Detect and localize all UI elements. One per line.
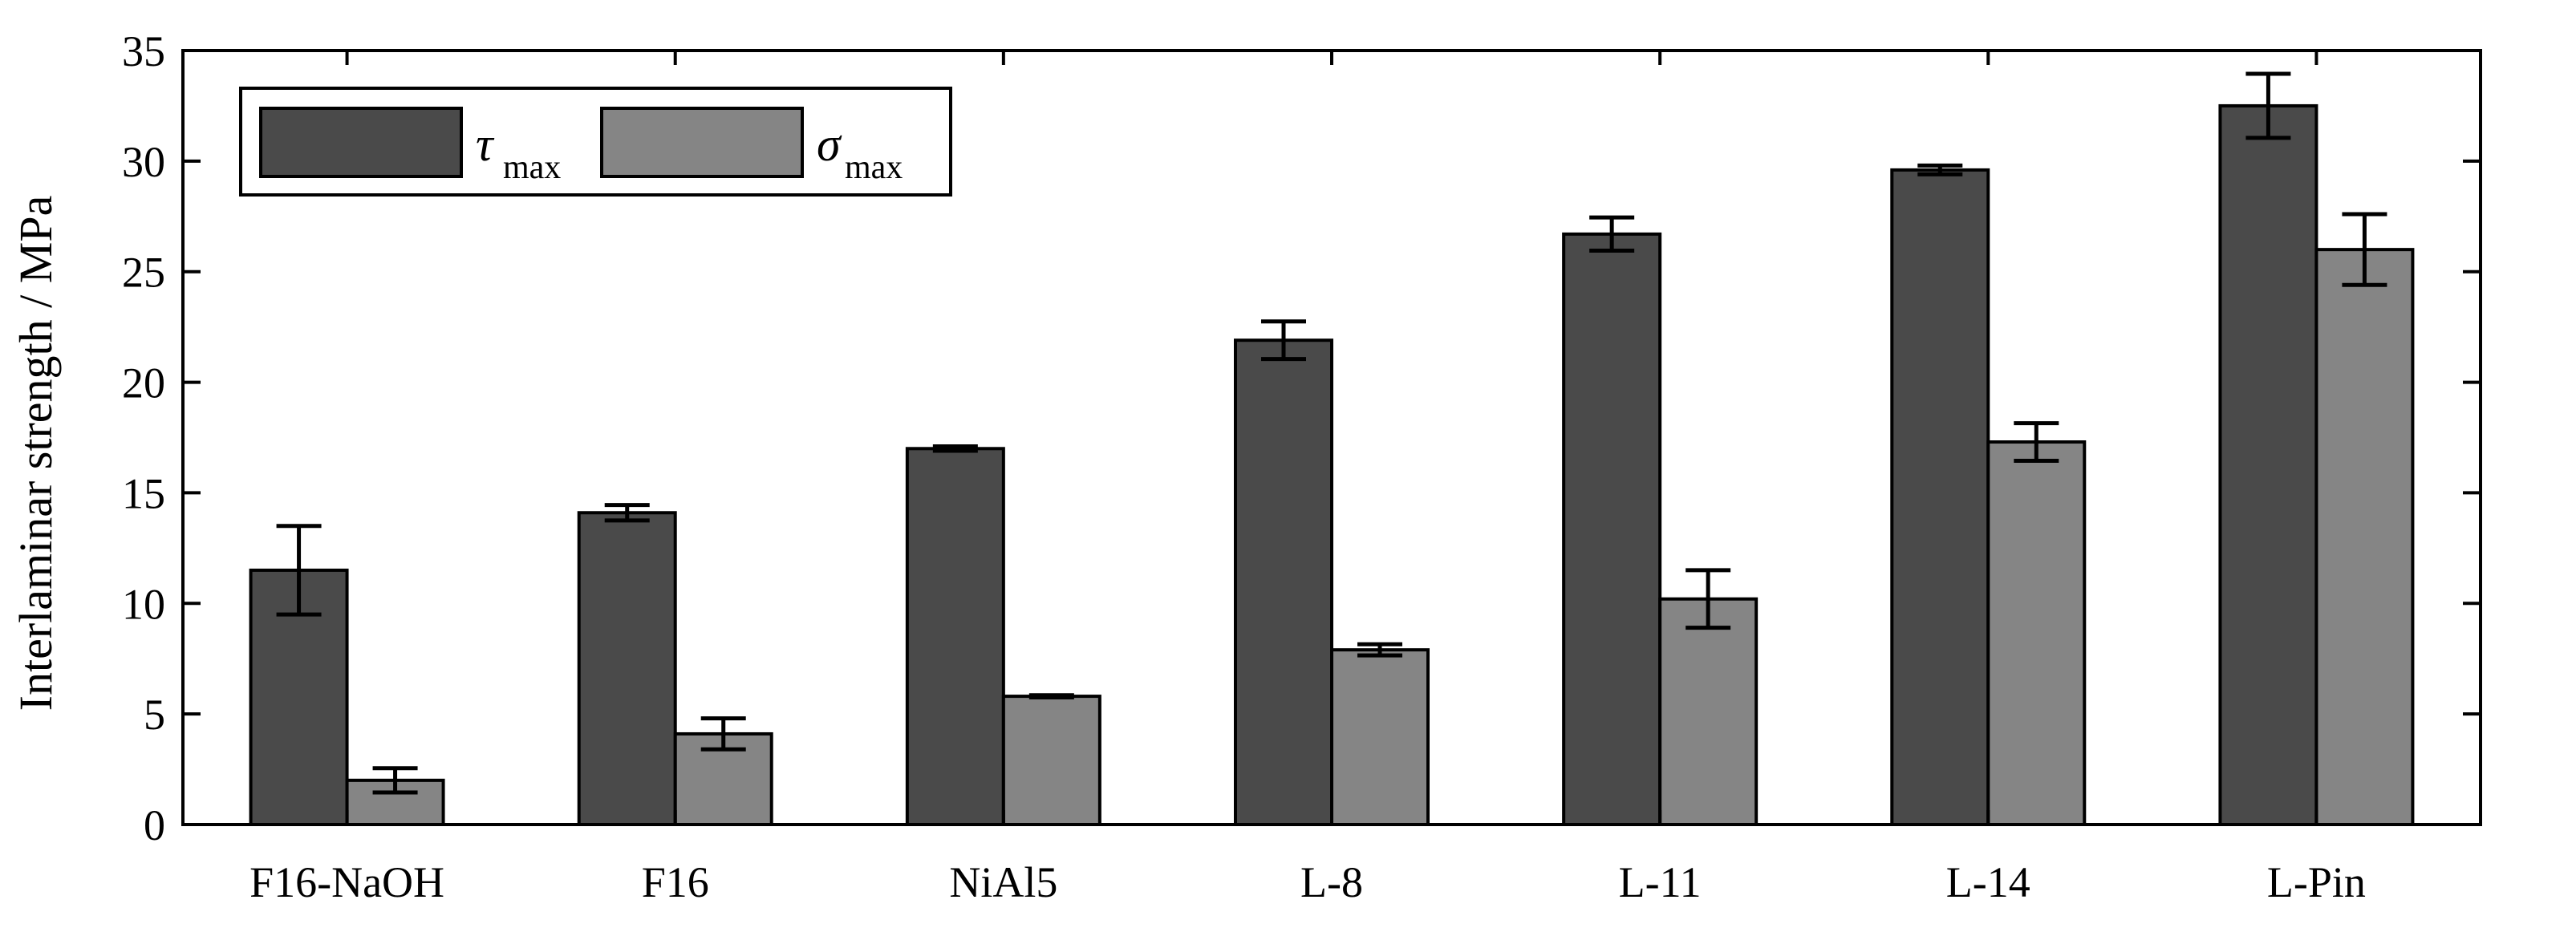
error-bar-sigma-l-8 xyxy=(1357,642,1402,658)
bar-tau-f16 xyxy=(577,511,677,826)
error-bars-layer xyxy=(276,71,2387,795)
bar-tau-l-pin xyxy=(2218,103,2318,826)
x-tick-label: L-11 xyxy=(1619,858,1702,906)
bar-tau-l-8 xyxy=(1234,338,1333,826)
legend-label-sigma: σ xyxy=(817,118,842,171)
error-bar-tau-nial5 xyxy=(932,444,978,453)
bar-sigma-l-14 xyxy=(1986,440,2087,826)
error-bar-tau-f16-naoh xyxy=(276,524,322,617)
legend-label-sigma-subscript: max xyxy=(845,149,903,186)
y-tick-label: 30 xyxy=(122,138,165,186)
bar-sigma-l-pin xyxy=(2314,248,2415,826)
error-bar-sigma-f16-naoh xyxy=(372,766,418,795)
axes-layer xyxy=(181,49,2482,826)
y-tick-label: 0 xyxy=(144,801,165,849)
error-bar-sigma-l-pin xyxy=(2342,212,2387,287)
error-bar-sigma-l-14 xyxy=(2014,421,2059,463)
bar-sigma-nial5 xyxy=(1001,695,1101,826)
legend-label-tau: τ xyxy=(476,118,495,171)
y-tick-label: 5 xyxy=(144,691,165,739)
y-tick-label: 25 xyxy=(122,249,165,297)
error-bar-tau-l-pin xyxy=(2245,71,2291,140)
y-tick-label: 35 xyxy=(122,27,165,75)
x-tick-label: L-Pin xyxy=(2267,858,2366,906)
legend-swatch-sigma xyxy=(600,107,804,178)
legend-swatch-tau xyxy=(259,107,463,178)
x-tick-label: F16 xyxy=(642,858,709,906)
error-bar-tau-f16 xyxy=(604,503,650,523)
error-bar-tau-l-11 xyxy=(1589,215,1635,253)
bar-sigma-l-11 xyxy=(1658,597,1759,826)
y-tick-label: 10 xyxy=(122,580,165,628)
x-tick-label: L-14 xyxy=(1946,858,2030,906)
error-bar-tau-l-8 xyxy=(1261,319,1306,362)
y-axis-label: Interlaminar strength / MPa xyxy=(10,196,62,711)
y-tick-label: 20 xyxy=(122,359,165,407)
x-tick-label: L-8 xyxy=(1300,858,1363,906)
bar-tau-nial5 xyxy=(905,447,1005,826)
bars-layer xyxy=(249,103,2415,827)
bar-sigma-l-8 xyxy=(1330,648,1430,827)
legend: τ max σ max xyxy=(239,87,952,197)
bar-tau-l-14 xyxy=(1890,168,1990,826)
error-bar-sigma-f16 xyxy=(700,716,746,752)
y-tick-label: 15 xyxy=(122,469,165,517)
error-bar-sigma-nial5 xyxy=(1028,693,1074,699)
x-tick-label: NiAl5 xyxy=(949,858,1057,906)
legend-label-tau-subscript: max xyxy=(503,149,561,186)
bar-tau-l-11 xyxy=(1562,232,1662,827)
plot-frame xyxy=(181,49,2482,826)
error-bar-tau-l-14 xyxy=(1917,163,1963,176)
x-tick-label: F16-NaOH xyxy=(249,858,444,906)
error-bar-sigma-l-11 xyxy=(1686,568,1731,630)
tick-labels-layer: F16-NaOH F16 NiAl5 L-8 L-11 L-14 L-Pin 0 5 10 15 20… xyxy=(122,27,2366,906)
